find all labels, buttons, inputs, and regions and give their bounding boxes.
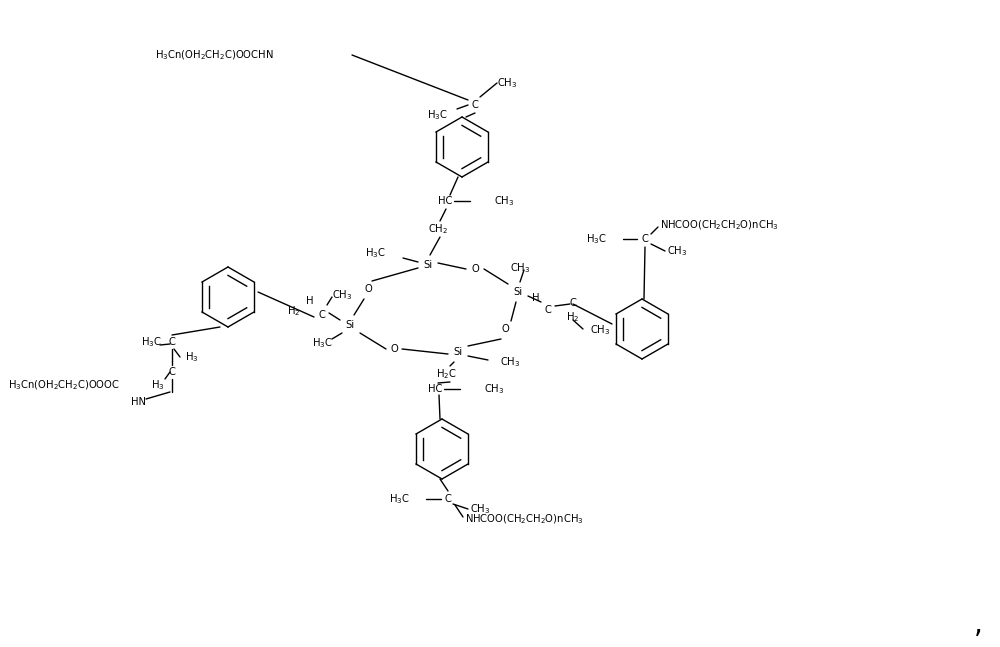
- Text: H$_3$C: H$_3$C: [141, 335, 162, 349]
- Text: HC: HC: [438, 196, 452, 206]
- Text: C: C: [570, 298, 576, 308]
- Text: CH$_3$: CH$_3$: [332, 288, 353, 302]
- Text: C: C: [472, 100, 478, 110]
- Text: HN: HN: [130, 397, 146, 407]
- Text: CH$_3$: CH$_3$: [470, 502, 491, 516]
- Text: HC: HC: [428, 384, 442, 394]
- Text: H$_3$Cn(OH$_2$CH$_2$C)OOOC: H$_3$Cn(OH$_2$CH$_2$C)OOOC: [8, 378, 120, 392]
- Text: C: C: [319, 310, 325, 320]
- Text: H$_3$C: H$_3$C: [312, 336, 332, 350]
- Text: CH$_3$: CH$_3$: [590, 323, 611, 337]
- Text: CH$_3$: CH$_3$: [494, 194, 515, 208]
- Text: C: C: [545, 305, 551, 315]
- Text: H$_3$: H$_3$: [185, 350, 199, 364]
- Text: NHCOO(CH$_2$CH$_2$O)nCH$_3$: NHCOO(CH$_2$CH$_2$O)nCH$_3$: [660, 218, 779, 232]
- Text: H$_3$C: H$_3$C: [586, 232, 607, 246]
- Text: H$_3$C: H$_3$C: [427, 108, 447, 122]
- Text: O: O: [501, 324, 509, 334]
- Text: Si: Si: [423, 260, 433, 270]
- Text: H$_3$Cn(OH$_2$CH$_2$C)OOCHN: H$_3$Cn(OH$_2$CH$_2$C)OOCHN: [155, 48, 274, 62]
- Text: C: C: [445, 494, 451, 504]
- Text: C: C: [169, 367, 175, 377]
- Text: O: O: [471, 264, 479, 274]
- Text: ,: ,: [974, 611, 982, 639]
- Text: NHCOO(CH$_2$CH$_2$O)nCH$_3$: NHCOO(CH$_2$CH$_2$O)nCH$_3$: [465, 512, 584, 526]
- Text: O: O: [390, 344, 398, 354]
- Text: CH$_3$: CH$_3$: [667, 244, 688, 258]
- Text: H$_2$C: H$_2$C: [436, 367, 456, 381]
- Text: H$_3$: H$_3$: [151, 378, 165, 392]
- Text: O: O: [364, 284, 372, 294]
- Text: Si: Si: [345, 320, 355, 330]
- Text: CH$_3$: CH$_3$: [484, 382, 505, 396]
- Text: Si: Si: [453, 347, 463, 357]
- Text: H$_3$C: H$_3$C: [365, 246, 386, 260]
- Text: CH$_3$: CH$_3$: [497, 76, 518, 90]
- Text: H$_3$C: H$_3$C: [389, 492, 410, 506]
- Text: CH$_3$: CH$_3$: [510, 261, 531, 275]
- Text: C: C: [169, 337, 175, 347]
- Text: CH$_3$: CH$_3$: [500, 355, 521, 369]
- Text: H$_2$: H$_2$: [566, 310, 580, 324]
- Text: H: H: [306, 296, 314, 306]
- Text: CH$_2$: CH$_2$: [428, 222, 448, 236]
- Text: H: H: [532, 293, 540, 303]
- Text: Si: Si: [513, 287, 523, 297]
- Text: C: C: [642, 234, 648, 244]
- Text: H$_2$: H$_2$: [287, 304, 300, 318]
